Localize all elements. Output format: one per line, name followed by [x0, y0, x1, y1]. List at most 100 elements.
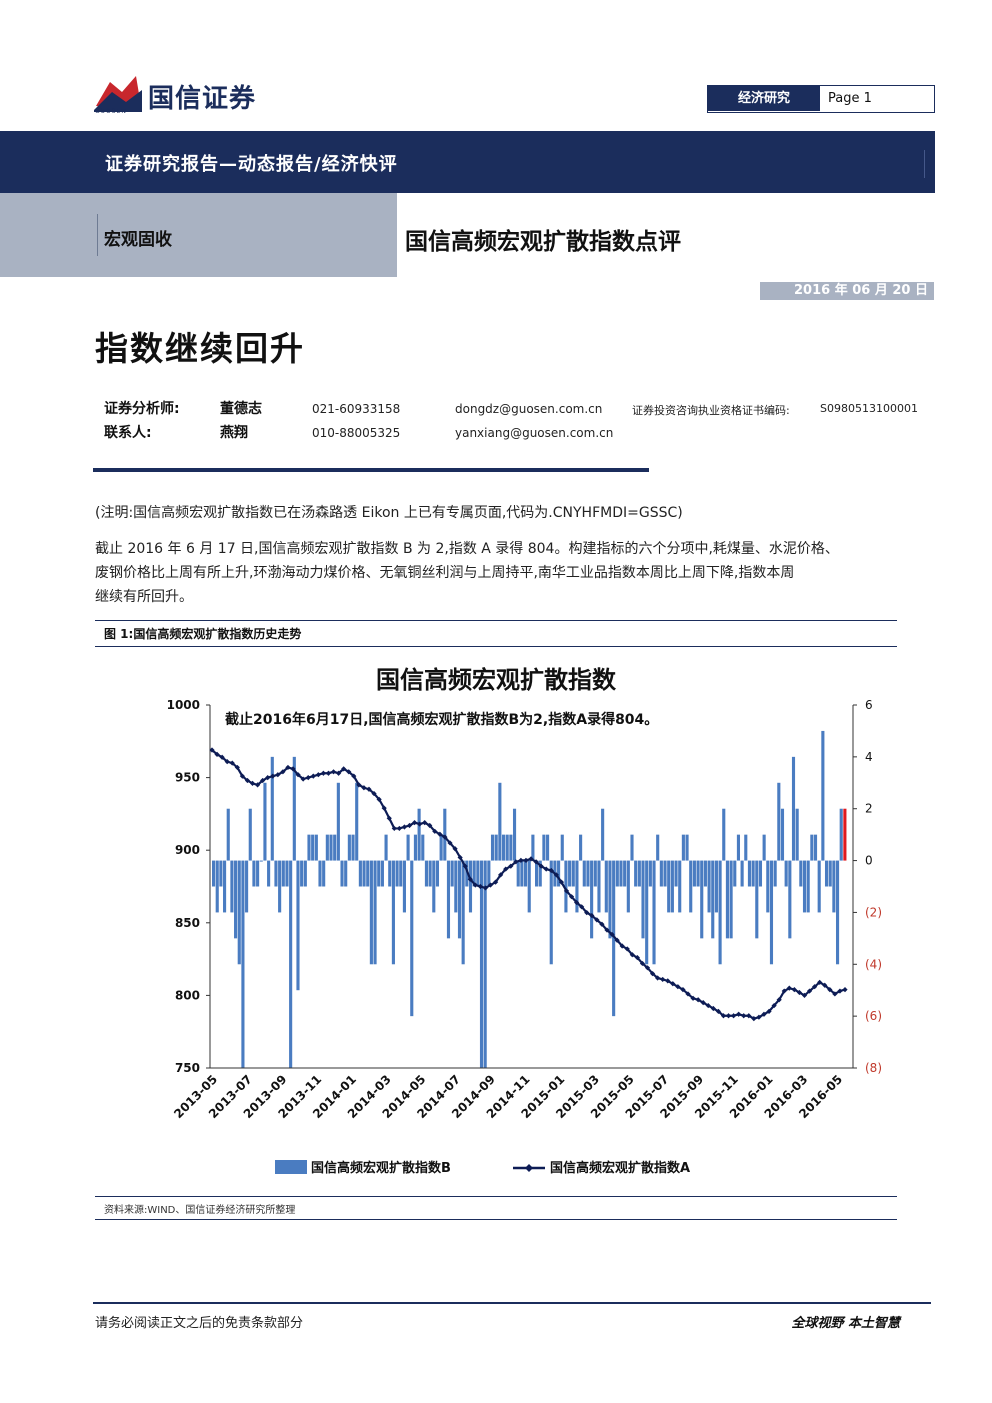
bar-b	[322, 860, 326, 887]
bar-b	[817, 860, 821, 913]
bar-b	[435, 860, 440, 887]
bar-b	[711, 860, 715, 939]
left-tick-label: 1000	[167, 698, 200, 712]
line-a-point	[842, 986, 848, 993]
line-a-point	[730, 1013, 737, 1019]
bar-b	[685, 834, 689, 861]
line-a-point	[705, 1002, 711, 1009]
headline: 指数继续回升	[95, 329, 305, 368]
bar-b	[402, 860, 406, 913]
line-a-point	[538, 863, 544, 869]
bar-b	[369, 860, 373, 965]
line-a-point	[280, 769, 286, 775]
line-a-point	[806, 988, 813, 994]
bar-b	[681, 834, 685, 861]
bar-b	[215, 860, 219, 913]
figure-rule-top	[95, 620, 897, 621]
left-tick-label: 800	[175, 988, 200, 1002]
bar-b	[226, 808, 230, 861]
bar-b	[259, 860, 263, 862]
line-a-point	[715, 1008, 721, 1014]
bar-b	[256, 860, 260, 887]
bar-b	[714, 860, 718, 913]
eikon-note: (注明:国信高频宏观扩散指数已在汤森路透 Eikon 上已有专属页面,代码为.C…	[95, 505, 683, 521]
line-a-point	[796, 989, 803, 996]
slogan: 全球视野 本土智慧	[791, 1316, 900, 1331]
bar-b	[557, 860, 561, 887]
line-a-point	[518, 857, 524, 863]
bar-b	[234, 860, 238, 939]
bar-b	[769, 860, 774, 965]
contact-phone: 010-88005325	[312, 426, 401, 440]
bar-b	[839, 808, 843, 861]
paragraph-line: 废钢价格比上周有所上升,环渤海动力煤价格、无氧铜丝利润与上周持平,南华工业品指数…	[95, 565, 795, 581]
bar-b	[278, 860, 282, 913]
bar-b	[241, 860, 245, 1068]
bar-b	[446, 860, 451, 939]
figure-rule-end	[95, 1219, 897, 1220]
line-a-point	[614, 937, 620, 943]
line-a-point	[528, 856, 534, 862]
line-a-point	[690, 995, 696, 1001]
bar-b	[384, 834, 388, 861]
date-bar	[760, 282, 934, 300]
bar-b	[674, 860, 678, 887]
bar-b	[733, 860, 737, 887]
bar-b	[784, 860, 788, 887]
line-a-point	[680, 986, 686, 993]
figure-rule-mid	[95, 646, 897, 647]
bar-b	[612, 860, 616, 1017]
bar-b	[472, 860, 476, 887]
category-label: 宏观固收	[104, 230, 172, 250]
bar-b	[590, 860, 594, 939]
right-tick-label: 4	[865, 750, 873, 764]
bar-b	[824, 860, 829, 887]
chart-legend: 国信高频宏观扩散指数B 国信高频宏观扩散指数A	[275, 1160, 690, 1176]
line-a-point	[639, 960, 646, 967]
bar-b	[487, 860, 491, 887]
contact-name: 燕翔	[220, 425, 248, 441]
category-divider	[97, 214, 98, 256]
line-a-point	[401, 824, 408, 830]
line-a-point	[417, 821, 423, 827]
bar-b	[744, 834, 748, 861]
right-tick-label: 2	[865, 802, 873, 816]
bar-b	[314, 834, 318, 861]
bar-b	[333, 834, 337, 861]
line-a-point	[751, 1016, 757, 1022]
legend-a-marker	[525, 1164, 533, 1172]
line-a-point	[533, 859, 539, 865]
x-axis: 2013-052013-072013-092013-112014-012014-…	[171, 1067, 853, 1121]
bar-b	[362, 860, 366, 887]
bar-b	[355, 782, 359, 861]
line-a-point	[786, 985, 792, 991]
line-a-point	[776, 997, 782, 1003]
bar-b	[439, 834, 443, 861]
legend-b-swatch	[275, 1160, 307, 1174]
right-tick-label: (8)	[865, 1061, 882, 1075]
line-a-point	[381, 805, 387, 811]
page-label: Page 1	[828, 91, 872, 106]
line-a-point	[325, 770, 332, 776]
bar-b	[230, 860, 234, 913]
line-a-point	[543, 866, 549, 872]
bar-b	[270, 756, 274, 861]
bar-b	[707, 860, 711, 913]
line-a-point	[619, 943, 625, 949]
contact-email[interactable]: yanxiang@guosen.com.cn	[455, 426, 614, 440]
bar-b	[292, 756, 296, 861]
analyst-email[interactable]: dongdz@guosen.com.cn	[455, 402, 603, 416]
line-a-point	[447, 840, 453, 846]
line-a-point	[427, 822, 433, 829]
bar-b	[516, 860, 520, 887]
line-a-point	[624, 946, 630, 952]
bar-b	[795, 808, 799, 861]
bar-b	[461, 860, 465, 965]
bar-b	[245, 860, 249, 913]
line-a-point	[320, 770, 327, 776]
bar-b	[652, 860, 656, 965]
bar-b	[758, 860, 763, 887]
bar-b	[729, 860, 733, 939]
bar-b	[586, 860, 590, 887]
bar-b	[531, 834, 535, 861]
